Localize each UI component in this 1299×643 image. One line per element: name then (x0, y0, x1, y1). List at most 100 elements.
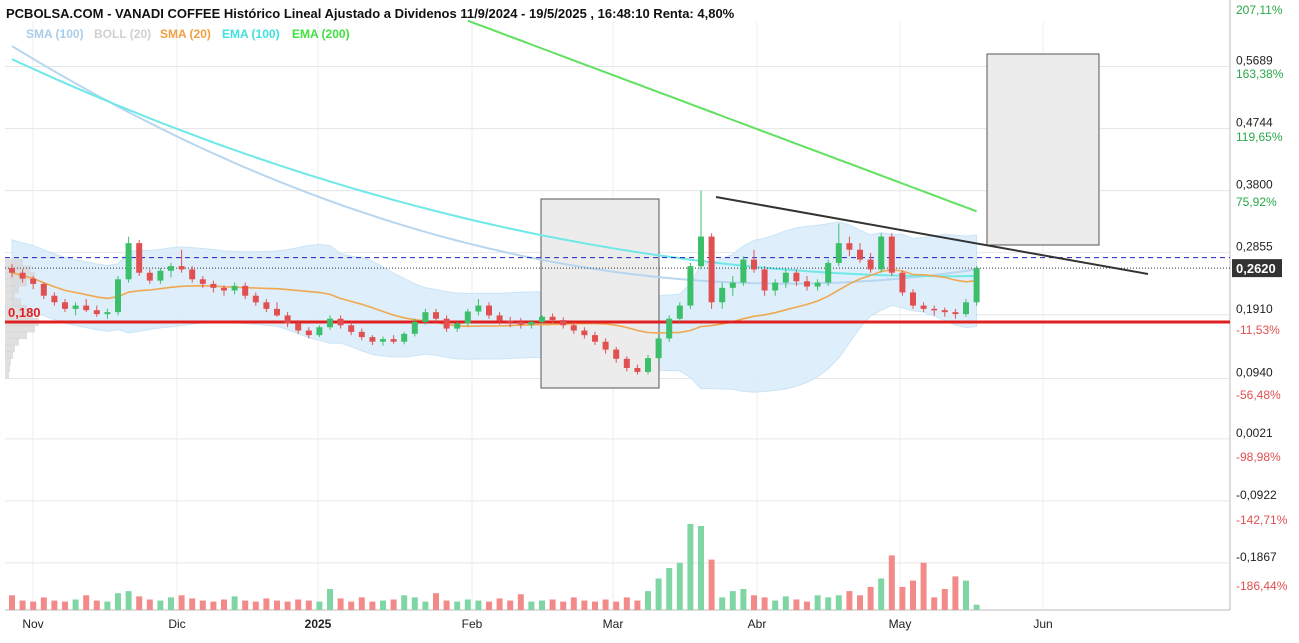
candle-body (655, 338, 662, 359)
volume-bar (634, 600, 641, 610)
candle-body (931, 308, 938, 311)
volume-bar (867, 586, 874, 610)
y-axis-percent-label: -98,98% (1236, 450, 1281, 464)
candle-body (411, 322, 418, 334)
candle-body (83, 305, 90, 311)
candle-body (867, 259, 874, 270)
volume-bar (857, 595, 863, 610)
volume-bar (146, 599, 153, 610)
volume-bar (210, 601, 217, 610)
volume-profile-bar (5, 363, 10, 372)
volume-bar (655, 578, 662, 610)
candle-body (443, 318, 450, 329)
volume-bar (592, 601, 598, 610)
candle-body (963, 302, 969, 315)
y-axis-price-label: 0,1910 (1236, 302, 1273, 316)
candle-body (380, 339, 386, 342)
volume-bar (199, 600, 206, 610)
sma-20-line (11, 268, 977, 334)
volume-bar (560, 601, 567, 610)
candle-body (941, 310, 948, 313)
candle-body (486, 305, 492, 316)
volume-bar (963, 580, 969, 610)
volume-bar (369, 601, 376, 610)
candle-body (804, 281, 810, 287)
candle-body (284, 315, 291, 324)
candle-body (348, 325, 355, 332)
candle-body (761, 269, 768, 291)
volume-bar (327, 589, 333, 610)
y-axis-price-label: 0,4744 (1236, 116, 1273, 130)
volume-bar (348, 601, 355, 610)
legend-item: EMA (200) (292, 27, 350, 41)
volume-bar (804, 601, 810, 610)
volume-bar (941, 589, 948, 610)
candle-body (613, 349, 620, 359)
volume-bar (645, 591, 651, 610)
volume-bar (666, 568, 673, 610)
legend-item: SMA (100) (26, 27, 84, 41)
candles (9, 190, 980, 375)
volume-profile-bar (5, 337, 19, 346)
volume-bar (772, 600, 779, 610)
volume-bar (115, 593, 121, 610)
volume-bar (899, 586, 906, 610)
candle-body (825, 262, 832, 283)
volume-bar (9, 595, 15, 610)
volume-bar (263, 598, 270, 610)
volume-profile-bar (5, 298, 21, 307)
volume-bar (464, 599, 471, 610)
rectangle-drawing[interactable] (540, 198, 660, 389)
y-axis-percent-label: -142,71% (1236, 513, 1288, 527)
candle-body (93, 310, 100, 315)
candle-body (433, 312, 439, 319)
volume-bar (422, 601, 429, 610)
volume-profile-bar (5, 324, 35, 333)
legend: SMA (100) BOLL (20) SMA (20) EMA (100) EMA (… (26, 27, 350, 41)
candle-body (295, 323, 302, 331)
candle-body (708, 236, 715, 303)
volume-bar (517, 594, 524, 610)
volume-bar (475, 600, 482, 610)
candle-body (104, 312, 111, 315)
candle-body (687, 266, 694, 306)
drawn-rectangles (540, 53, 1100, 389)
rectangle-drawing[interactable] (986, 53, 1100, 246)
volume-profile-bar (5, 291, 15, 300)
candle-body (51, 295, 58, 303)
x-axis-label: Abr (748, 617, 767, 631)
volume-bar (316, 601, 323, 610)
ema-200-line (467, 19, 977, 213)
candle-body (464, 311, 471, 324)
volume-bar (30, 601, 37, 610)
candle-body (358, 331, 365, 338)
volume-bar (549, 599, 556, 610)
x-axis-label: May (889, 617, 912, 631)
candle-body (602, 341, 609, 350)
candle-body (72, 305, 79, 309)
candle-body (634, 367, 641, 372)
volume-bar (878, 578, 885, 610)
x-axis-label: Nov (22, 617, 43, 631)
volume-bar (888, 555, 895, 610)
volume-bar (486, 601, 492, 610)
volume-bar (793, 599, 800, 610)
candle-body (751, 259, 757, 270)
volume-bar (814, 595, 821, 610)
volume-bar (411, 597, 418, 610)
candle-body (729, 282, 736, 288)
volume-bar (708, 559, 715, 610)
ema-100-line (11, 58, 977, 278)
x-axis-label: Dic (168, 617, 185, 631)
candle-body (570, 325, 577, 331)
volume-bar (390, 599, 397, 610)
candle-body (719, 287, 726, 303)
volume-bar (952, 576, 959, 610)
volume-bar (846, 591, 853, 610)
y-axis-price-label: -0,0922 (1236, 488, 1277, 502)
candle-body (581, 330, 588, 336)
y-axis-price-label: 0,3800 (1236, 178, 1273, 192)
volume-bar (973, 604, 980, 610)
volume-bar (729, 591, 736, 610)
volume-bar (539, 600, 545, 610)
